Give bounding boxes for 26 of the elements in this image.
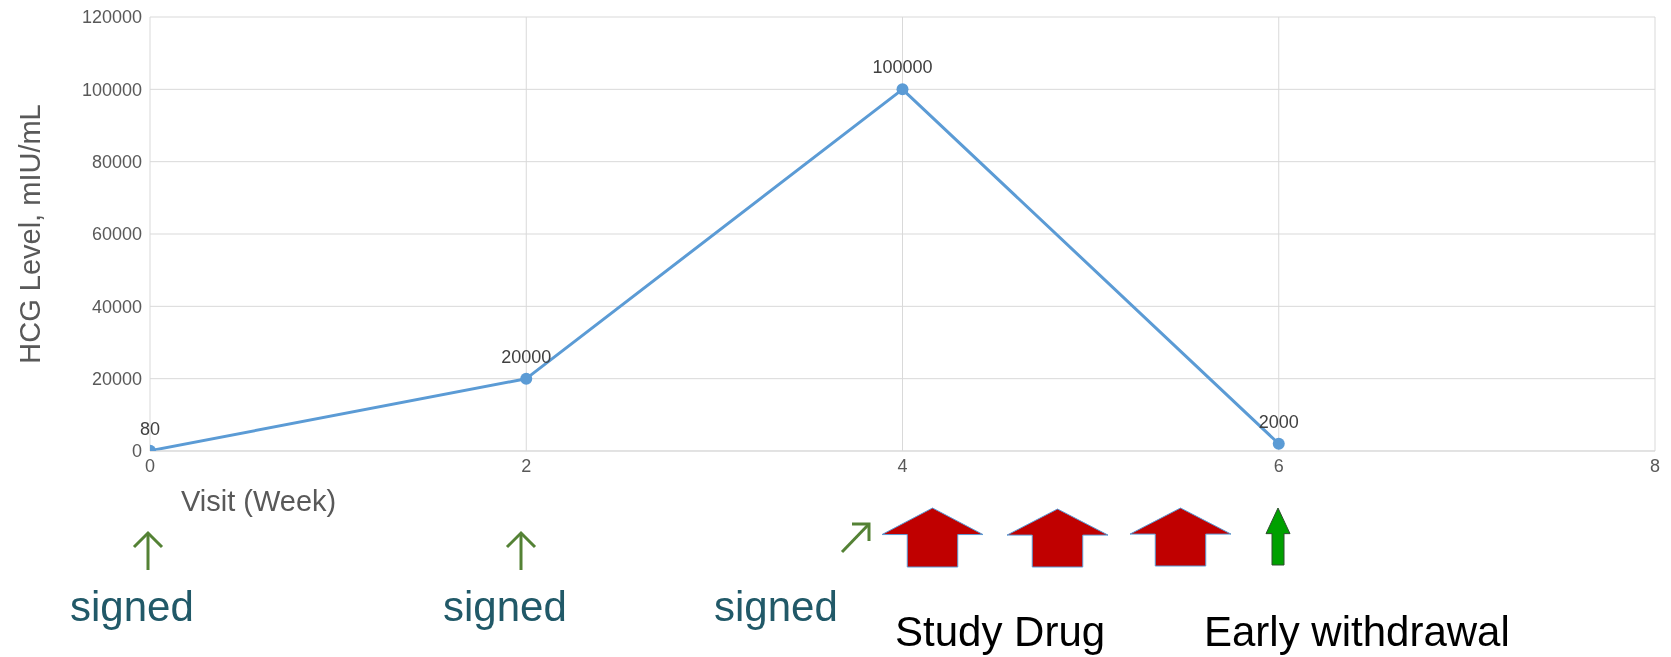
x-tick-label: 2 [521, 455, 532, 476]
y-tick-label: 120000 [81, 7, 142, 28]
point [520, 372, 533, 385]
point [1272, 437, 1285, 450]
x-tick-label: 6 [1273, 455, 1284, 476]
y-tick-label: 40000 [91, 296, 142, 317]
point [896, 83, 909, 96]
y-axis-title: HCG Level, mIU/mL [14, 104, 46, 364]
text: Early withdrawal [1204, 608, 1510, 655]
data-label: 2000 [1258, 411, 1299, 432]
text: signed [443, 583, 567, 630]
x-tick-label: 8 [1649, 455, 1661, 476]
y-tick-label: 80000 [91, 152, 142, 173]
data-label: 80 [139, 418, 161, 439]
y-tick-label: 20000 [91, 369, 142, 390]
y-tick-label: 100000 [81, 79, 142, 100]
y-tick-label: 60000 [91, 224, 142, 245]
x-tick-label: 4 [897, 455, 908, 476]
text: signed [70, 583, 194, 630]
text: Study Drug [895, 608, 1106, 655]
text: signed [714, 583, 838, 630]
y-tick-label: 0 [131, 441, 142, 462]
data-label: 100000 [872, 57, 933, 78]
x-axis-title: Visit (Week) [181, 485, 337, 517]
x-tick-label: 0 [144, 455, 156, 476]
data-label: 20000 [501, 346, 552, 367]
